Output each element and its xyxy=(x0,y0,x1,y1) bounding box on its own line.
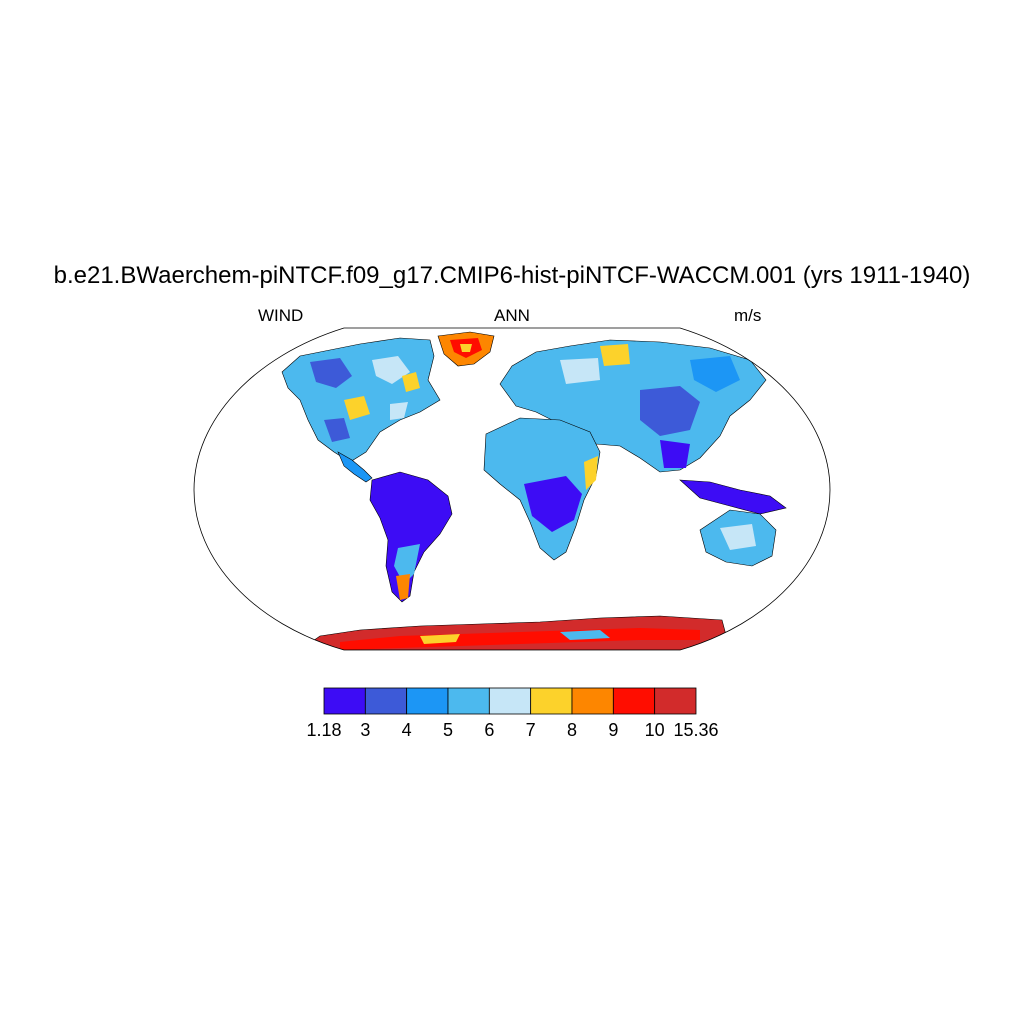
map-title: b.e21.BWaerchem-piNTCF.f09_g17.CMIP6-his… xyxy=(53,262,971,289)
colorbar-label: 9 xyxy=(608,720,619,740)
colorbar-label: 6 xyxy=(484,720,495,740)
colorbar-label: 3 xyxy=(360,720,371,740)
colorbar-swatch-6 xyxy=(571,687,614,715)
colorbar-swatch-8 xyxy=(654,687,697,715)
colorbar-swatch-3 xyxy=(447,687,490,715)
variable-label: WIND xyxy=(258,306,304,325)
map-border xyxy=(193,327,831,651)
colorbar-swatch-7 xyxy=(612,687,656,715)
south-america xyxy=(369,471,453,603)
land-wind-field xyxy=(281,331,787,650)
colorbar-swatch-0 xyxy=(323,687,366,715)
colorbar-swatch-5 xyxy=(530,687,573,715)
colorbar-label: 7 xyxy=(525,720,536,740)
maritime-continent xyxy=(679,479,787,515)
colorbar xyxy=(323,687,697,715)
colorbar-label: 1.18 xyxy=(306,720,342,740)
colorbar-swatch-4 xyxy=(488,687,532,715)
units-label: m/s xyxy=(734,306,762,325)
colorbar-label: 10 xyxy=(644,720,665,740)
colorbar-swatch-1 xyxy=(364,687,408,715)
colorbar-label: 15.36 xyxy=(673,720,719,740)
central-america xyxy=(337,451,373,483)
colorbar-swatch-2 xyxy=(406,687,449,715)
colorbar-label: 8 xyxy=(566,720,578,740)
colorbar-label: 4 xyxy=(401,720,412,740)
colorbar-label: 5 xyxy=(442,720,454,740)
season-label: ANN xyxy=(494,306,530,325)
